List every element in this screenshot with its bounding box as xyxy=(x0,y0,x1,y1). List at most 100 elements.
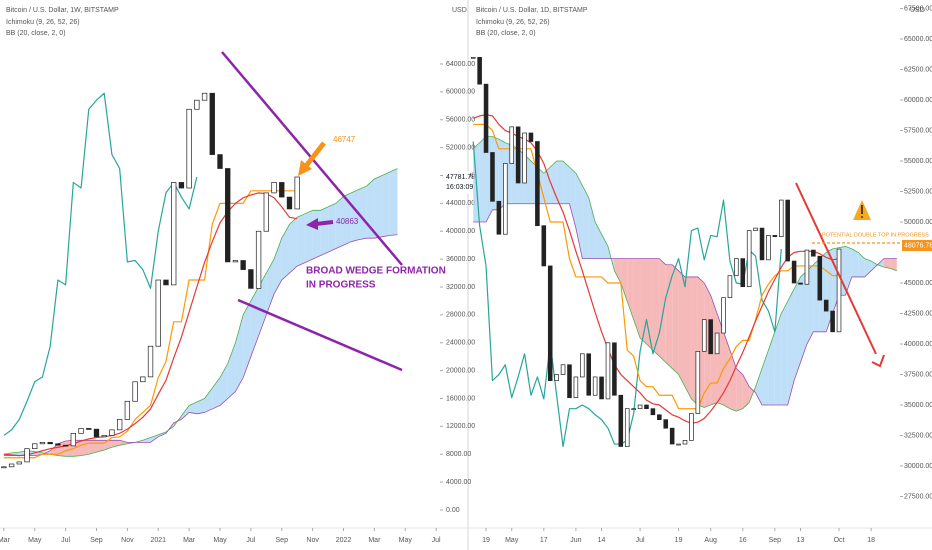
candle xyxy=(93,428,100,438)
candle xyxy=(676,443,681,446)
candle xyxy=(580,353,585,378)
cloud-fill xyxy=(883,258,891,269)
x-tick-label: Mar xyxy=(0,537,11,544)
cloud-fill xyxy=(627,258,634,320)
annotation-label: 40863 xyxy=(336,217,359,226)
candle xyxy=(541,225,547,267)
candle xyxy=(522,132,527,184)
y-tick-label: 4000.00 xyxy=(446,479,471,486)
axis-unit: USD xyxy=(452,7,467,14)
candle xyxy=(286,196,293,210)
candle xyxy=(201,92,208,101)
candle xyxy=(554,374,559,381)
candle xyxy=(24,448,30,463)
y-tick-label: 32500.00 xyxy=(904,432,932,439)
x-tick-label: Sep xyxy=(769,537,782,544)
warning-icon-dot xyxy=(861,216,863,218)
cloud-fill xyxy=(479,136,487,223)
candle xyxy=(657,414,662,420)
indicator-label: Ichimoku (9, 26, 52, 26) xyxy=(6,19,80,26)
cloud-fill xyxy=(250,286,259,357)
candle xyxy=(599,376,604,400)
annotation-label: IN PROGRESS xyxy=(306,280,376,291)
cloud-fill xyxy=(652,258,660,357)
y-tick-label: 24000.00 xyxy=(446,340,475,347)
indicator-line xyxy=(3,192,298,457)
candle xyxy=(147,345,154,378)
cloud-fill xyxy=(382,171,390,237)
candle xyxy=(573,376,579,399)
y-tick-label: 12000.00 xyxy=(446,423,475,430)
candle xyxy=(746,230,752,288)
cloud-fill xyxy=(343,192,352,246)
cloud-fill xyxy=(800,270,807,363)
candle xyxy=(101,435,107,438)
candle xyxy=(62,444,69,447)
candle xyxy=(255,230,262,289)
candle xyxy=(734,258,739,277)
downtrend-line xyxy=(795,182,877,355)
y-tick-label: 8000.00 xyxy=(446,451,471,458)
y-tick-label: 65000.00 xyxy=(904,36,932,43)
candle xyxy=(70,432,76,447)
x-tick-label: May xyxy=(28,537,42,544)
cloud-fill xyxy=(601,234,608,259)
cloud-fill xyxy=(196,398,205,414)
x-tick-label: Jul xyxy=(432,537,441,544)
cloud-fill xyxy=(755,368,763,406)
candle xyxy=(116,419,123,431)
y-tick-label: 30000.00 xyxy=(904,463,932,470)
cloud-fill xyxy=(142,437,151,443)
y-tick-label: 64000.00 xyxy=(446,61,475,68)
cloud-fill xyxy=(204,388,213,413)
cloud-fill xyxy=(328,203,336,253)
candle xyxy=(644,404,649,410)
candle xyxy=(294,176,300,210)
cloud-fill xyxy=(774,313,782,406)
cloud-fill xyxy=(851,248,859,277)
cloud-fill xyxy=(685,276,692,399)
candle xyxy=(32,443,38,450)
cloud-fill xyxy=(88,440,97,455)
y-tick-label: 60000.00 xyxy=(446,89,475,96)
candle xyxy=(47,442,53,445)
cloud-fill xyxy=(781,301,788,406)
candle xyxy=(55,443,61,446)
cloud-fill xyxy=(227,342,236,399)
candle xyxy=(766,235,771,261)
cloud-fill xyxy=(659,258,666,363)
y-tick-label: 60000.00 xyxy=(904,97,932,104)
x-tick-label: 2022 xyxy=(336,537,352,544)
x-tick-label: Jul xyxy=(61,537,70,544)
candle xyxy=(178,182,185,189)
candle xyxy=(209,92,215,155)
cloud-fill xyxy=(871,261,878,271)
drawings: 46747 40863 BROAD WEDGE FORMATION IN PRO… xyxy=(221,51,929,372)
candle xyxy=(637,404,643,410)
cloud-fill xyxy=(297,213,305,267)
candle xyxy=(109,429,115,436)
candle xyxy=(778,199,784,238)
cloud-fill xyxy=(150,434,159,443)
cloud-fill xyxy=(620,258,628,302)
cloud-fill xyxy=(550,161,557,204)
candle xyxy=(721,297,726,334)
y-tick-label: 28000.00 xyxy=(446,312,475,319)
cloud-fill xyxy=(289,217,298,274)
y-tick-label: 45000.00 xyxy=(904,280,932,287)
candle xyxy=(650,408,656,416)
cloud-fill xyxy=(640,258,647,345)
x-tick-label: May xyxy=(213,537,227,544)
y-tick-label: 52000.00 xyxy=(446,144,475,151)
y-tick-label: 62500.00 xyxy=(904,66,932,73)
candle xyxy=(708,319,713,355)
cloud-fill xyxy=(729,350,737,412)
candle xyxy=(772,235,778,238)
y-tick-label: 42500.00 xyxy=(904,310,932,317)
y-tick-label: 52500.00 xyxy=(904,188,932,195)
y-tick-label: 32000.00 xyxy=(446,284,475,291)
candle xyxy=(515,126,521,184)
candle xyxy=(695,350,701,414)
candle xyxy=(124,400,131,420)
candle xyxy=(631,408,636,411)
